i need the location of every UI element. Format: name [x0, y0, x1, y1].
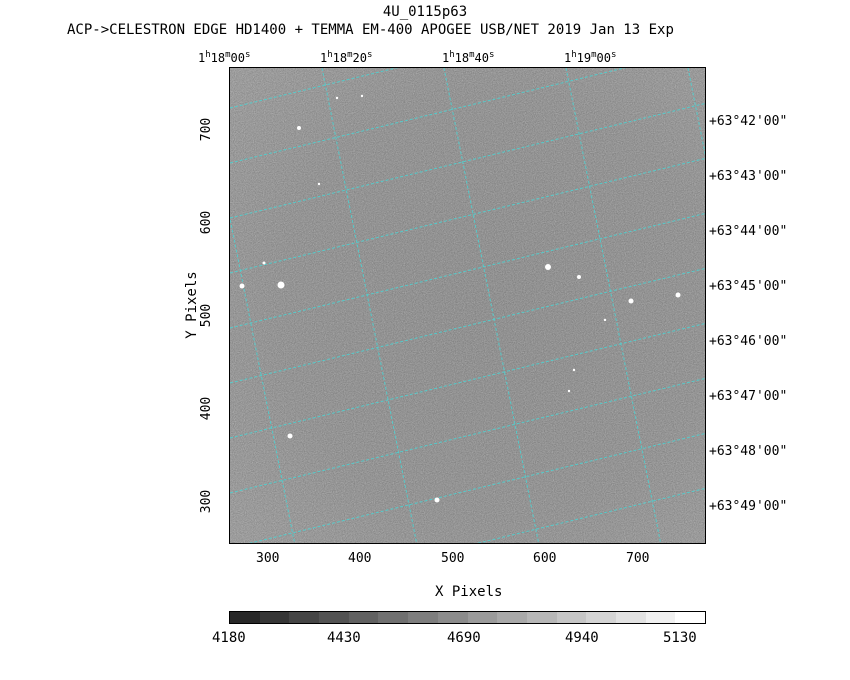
dec-label-5: +63°47'00"	[709, 389, 788, 404]
ra-label-2: 1h18m40s	[442, 50, 495, 65]
ra-label-0: 1h18m00s	[198, 50, 251, 65]
colorbar-segment	[437, 612, 468, 623]
x-tick-400: 400	[348, 551, 372, 566]
colorbar-segment	[615, 612, 646, 623]
dec-grid-line	[230, 267, 705, 384]
colorbar-segment	[259, 612, 290, 623]
y-axis-label: Y Pixels	[184, 271, 200, 339]
dec-grid-line	[230, 212, 705, 329]
star	[287, 433, 293, 439]
ra-grid-line	[230, 216, 296, 543]
ra-label-1: 1h18m20s	[320, 50, 373, 65]
star	[360, 94, 364, 98]
dec-label-3: +63°45'00"	[709, 279, 788, 294]
colorbar-segment	[467, 612, 498, 623]
colorbar-label-4: 5130	[663, 630, 697, 646]
star	[567, 389, 571, 393]
star	[239, 283, 245, 289]
star	[675, 292, 681, 298]
dec-grid-line	[230, 322, 705, 439]
star	[335, 96, 339, 100]
ra-grid-line	[687, 68, 705, 156]
ra-grid-line	[565, 68, 662, 543]
star	[577, 275, 581, 279]
colorbar-segment	[645, 612, 676, 623]
x-tick-700: 700	[626, 551, 650, 566]
coordinate-grid	[230, 68, 705, 543]
x-tick-300: 300	[256, 551, 280, 566]
dec-grid-line	[230, 102, 705, 219]
colorbar-label-0: 4180	[212, 630, 246, 646]
colorbar-segment	[348, 612, 379, 623]
colorbar-label-1: 4430	[327, 630, 361, 646]
star	[572, 368, 576, 372]
star	[277, 281, 285, 289]
x-tick-600: 600	[533, 551, 557, 566]
x-tick-500: 500	[441, 551, 465, 566]
dec-label-6: +63°48'00"	[709, 444, 788, 459]
ra-grid-line	[443, 68, 540, 543]
dec-label-1: +63°43'00"	[709, 169, 788, 184]
colorbar	[229, 611, 706, 624]
fits-image-plot[interactable]	[229, 67, 706, 544]
dec-grid-line	[230, 68, 399, 109]
colorbar-segment	[230, 612, 260, 623]
colorbar-label-2: 4690	[447, 630, 481, 646]
colorbar-segment	[675, 612, 705, 623]
star	[434, 497, 440, 503]
star	[297, 126, 301, 130]
dec-label-0: +63°42'00"	[709, 114, 788, 129]
colorbar-segment	[378, 612, 409, 623]
ra-label-3: 1h19m00s	[564, 50, 617, 65]
image-title: 4U_0115p63	[382, 4, 468, 20]
dec-grid-line	[230, 377, 705, 494]
stars	[239, 94, 681, 503]
star	[603, 318, 607, 322]
dec-grid-line	[230, 68, 627, 164]
colorbar-segment	[289, 612, 320, 623]
colorbar-segment	[497, 612, 527, 623]
colorbar-segment	[526, 612, 557, 623]
star	[628, 298, 634, 304]
y-tick-700: 700	[199, 117, 215, 142]
ra-grid-line	[321, 68, 418, 543]
x-axis-label: X Pixels	[435, 584, 503, 600]
dec-grid-line	[230, 157, 705, 274]
y-tick-400: 400	[199, 396, 215, 421]
y-tick-500: 500	[199, 303, 215, 328]
star	[317, 182, 321, 186]
dec-label-4: +63°46'00"	[709, 334, 788, 349]
y-tick-300: 300	[199, 489, 215, 514]
colorbar-segment	[319, 612, 349, 623]
observation-subtitle: ACP->CELESTRON EDGE HD1400 + TEMMA EM-40…	[67, 22, 674, 38]
star	[262, 261, 266, 265]
star	[545, 264, 551, 270]
colorbar-segment	[586, 612, 616, 623]
colorbar-segment	[408, 612, 438, 623]
colorbar-label-3: 4940	[565, 630, 599, 646]
sky-noise	[230, 68, 705, 543]
dec-label-2: +63°44'00"	[709, 224, 788, 239]
fits-image-svg	[230, 68, 705, 543]
y-tick-600: 600	[199, 210, 215, 235]
dec-grid-line	[248, 432, 705, 543]
colorbar-segment	[556, 612, 587, 623]
dec-label-7: +63°49'00"	[709, 499, 788, 514]
